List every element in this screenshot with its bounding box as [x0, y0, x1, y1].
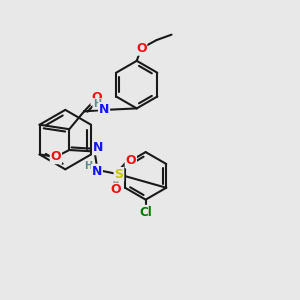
- Text: O: O: [136, 42, 146, 55]
- Text: H: H: [93, 99, 101, 109]
- Text: Cl: Cl: [139, 206, 152, 219]
- Text: N: N: [93, 141, 103, 154]
- Text: O: O: [111, 183, 121, 196]
- Text: O: O: [91, 92, 102, 104]
- Text: S: S: [114, 168, 123, 181]
- Text: O: O: [125, 154, 136, 167]
- Text: N: N: [92, 165, 102, 178]
- Text: H: H: [85, 161, 93, 171]
- Text: O: O: [51, 150, 61, 163]
- Text: N: N: [99, 103, 109, 116]
